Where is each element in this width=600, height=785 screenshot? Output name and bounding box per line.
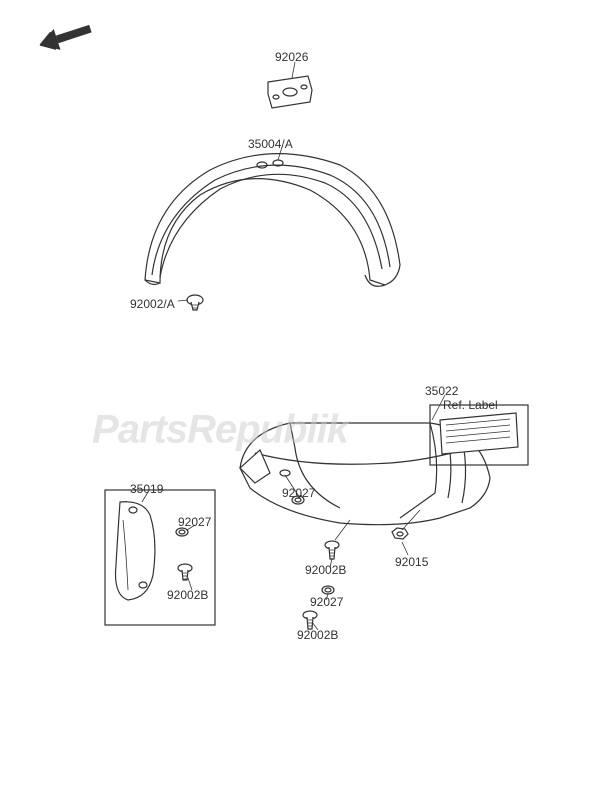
flap-part	[116, 502, 155, 600]
label-collar-3: 92027	[310, 595, 343, 609]
diagram-svg: .line { fill: none; stroke: #333333; str…	[0, 0, 600, 785]
bolt-flap-part	[178, 564, 192, 580]
bolt-front-part	[187, 295, 203, 310]
label-bolt-rear2: 92002B	[297, 628, 338, 642]
label-rear-fender: 35022	[425, 384, 458, 398]
label-collar-1: 92027	[178, 515, 211, 529]
label-collar-2: 92027	[282, 486, 315, 500]
nav-arrow-icon	[37, 18, 94, 55]
spacer-part	[268, 76, 312, 108]
label-front-fender: 35004/A	[248, 137, 293, 151]
collar-rear2-part	[322, 586, 334, 594]
nut-part	[392, 528, 408, 539]
label-flap: 35019	[130, 482, 163, 496]
label-bolt-rear1: 92002B	[305, 563, 346, 577]
label-plate-part	[440, 413, 518, 454]
label-bolt-front: 92002/A	[130, 297, 175, 311]
label-bolt-flap: 92002B	[167, 588, 208, 602]
label-nut: 92015	[395, 555, 428, 569]
label-ref: Ref. Label	[443, 398, 498, 412]
parts-diagram: .line { fill: none; stroke: #333333; str…	[0, 0, 600, 785]
bolt-rear1-part	[325, 541, 339, 559]
collar-flap-part	[176, 528, 188, 536]
front-fender-part	[145, 154, 400, 287]
label-spacer: 92026	[275, 50, 308, 64]
